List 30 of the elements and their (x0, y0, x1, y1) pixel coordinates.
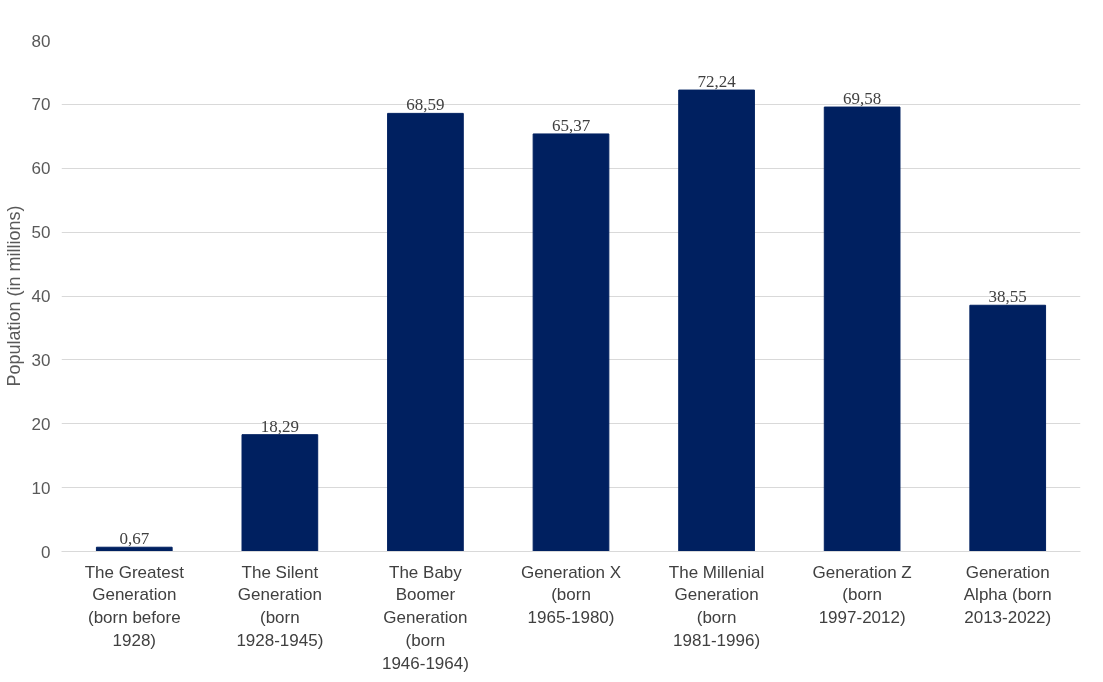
bar (387, 112, 464, 552)
x-tick-label: Generation Z (born 1997-2012) (812, 562, 912, 628)
x-tick-label: The Greatest Generation (born before 1928) (84, 562, 185, 650)
bar (532, 133, 610, 552)
x-tick-label: Generation X (born 1965-1980) (520, 562, 622, 628)
bar (969, 304, 1047, 552)
y-tick-label: 10 (31, 478, 51, 498)
y-tick-label: 40 (31, 287, 51, 306)
data-label: 38,55 (988, 287, 1027, 307)
bar (823, 106, 901, 552)
x-tick-label: Generation Alpha (born 2013-2022) (963, 562, 1052, 628)
data-label: 65,37 (551, 115, 591, 135)
y-tick-label: 0 (41, 542, 51, 562)
x-tick-label: The Baby Boomer Generation (born 1946-1964) (381, 562, 469, 673)
y-tick-label: 70 (31, 95, 51, 115)
bar (241, 434, 319, 552)
data-label: 72,24 (697, 72, 737, 92)
y-axis-title: Population (in millions) (3, 205, 24, 387)
y-tick-label: 80 (31, 31, 51, 51)
data-label: 0,67 (119, 529, 150, 549)
x-tick-label: The Millenial Generation (born 1981-1996) (668, 562, 765, 650)
x-tick-label: The Silent Generation (born 1928-1945) (236, 562, 324, 650)
y-tick-label: 60 (31, 159, 51, 179)
y-tick-label: 20 (31, 414, 51, 434)
y-tick-label: 50 (31, 223, 51, 243)
data-label: 69,58 (843, 89, 882, 109)
y-tick-label: 30 (31, 350, 51, 370)
data-label: 18,29 (260, 416, 299, 436)
data-label: 68,59 (406, 95, 445, 115)
bar (678, 89, 755, 552)
